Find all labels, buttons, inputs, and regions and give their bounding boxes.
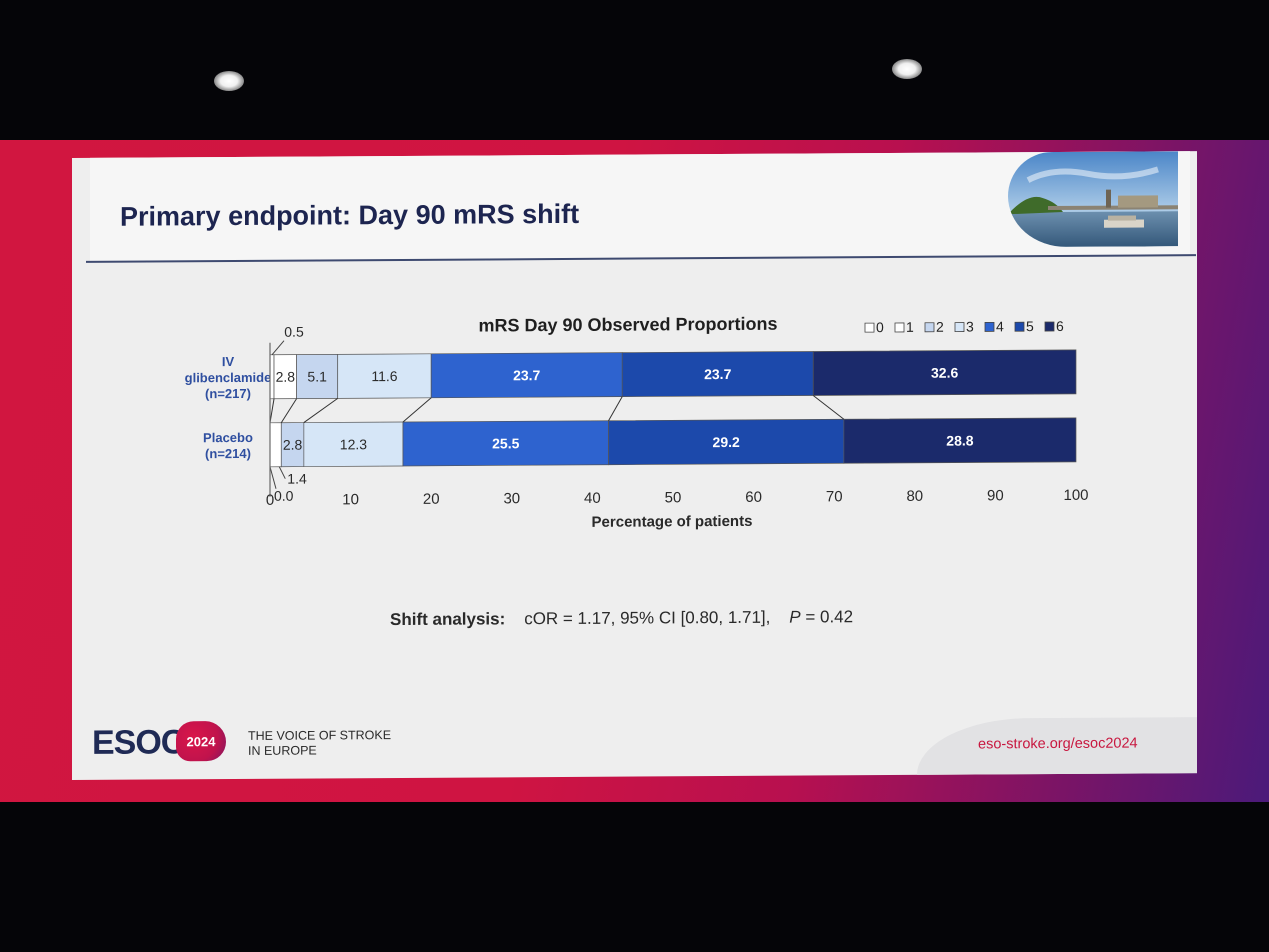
data-label-0-0: 0.5 [284, 324, 304, 340]
shift-analysis-label: Shift analysis: [390, 609, 506, 630]
legend-label-6: 6 [1056, 318, 1064, 334]
p-value-label: P [789, 607, 801, 627]
x-tick-70: 70 [826, 488, 843, 505]
connector-line-5 [812, 395, 845, 420]
legend-swatch-3 [954, 322, 965, 333]
p-value: = 0.42 [800, 607, 854, 627]
data-label-1-6: 28.8 [946, 432, 973, 448]
bar-1-segment-1 [269, 422, 282, 468]
data-label-0-2: 5.1 [307, 368, 327, 384]
bars-group [269, 349, 1077, 468]
city-river-photo [1008, 151, 1178, 248]
tagline: THE VOICE OF STROKE IN EUROPE [248, 728, 418, 759]
bar-0-segment-6 [812, 349, 1077, 396]
tagline-line-1: THE VOICE OF STROKE [248, 728, 392, 743]
legend-swatch-5 [1014, 321, 1025, 332]
legend-label-3: 3 [966, 318, 974, 334]
data-labels: 0.5 2.8 5.1 11.6 23.7 23.7 32.6 0.01.4 2.8 12.3 25… [269, 324, 974, 504]
data-label-1-0: 0.0 [274, 488, 294, 504]
category-label-0-line-0: IV [222, 354, 235, 369]
slide-footer: ESOC 2024 THE VOICE OF STROKE IN EUROPE … [72, 691, 1197, 780]
bar-0-segment-0 [269, 354, 275, 400]
legend-swatch-4 [984, 321, 995, 332]
x-tick-100: 100 [1063, 487, 1088, 504]
x-tick-0: 0 [266, 492, 274, 509]
category-label-1-line-1: (n=214) [205, 446, 251, 461]
data-label-0-5: 23.7 [704, 366, 731, 382]
shift-analysis-stats: cOR = 1.17, 95% CI [0.80, 1.71], [524, 607, 771, 629]
legend-label-5: 5 [1026, 318, 1034, 334]
data-label-1-1: 1.4 [287, 471, 307, 487]
x-tick-10: 10 [342, 491, 359, 508]
data-label-1-5: 29.2 [713, 434, 740, 450]
label-leader-7 [269, 466, 277, 489]
legend-swatch-0 [864, 322, 875, 333]
connector-line-4 [608, 396, 623, 421]
x-tick-50: 50 [665, 489, 682, 506]
label-leader-8 [278, 466, 286, 479]
x-axis-tick-labels: 0 10 20 30 40 50 60 70 80 90 100 [266, 487, 1089, 509]
legend-swatch-1 [894, 322, 905, 333]
chart-legend: 0 1 2 3 4 5 6 [864, 318, 1064, 335]
category-label-0-line-2: (n=217) [205, 386, 251, 401]
data-label-0-1: 2.8 [276, 369, 296, 385]
legend-label-1: 1 [906, 319, 914, 335]
data-label-0-3: 11.6 [371, 368, 397, 384]
x-tick-90: 90 [987, 487, 1004, 504]
ceiling-light-right [892, 59, 922, 79]
legend-swatch-6 [1044, 321, 1055, 332]
data-label-0-6: 32.6 [931, 365, 958, 381]
category-label-0-line-1: glibenclamide [185, 370, 272, 386]
tagline-line-2: IN EUROPE [248, 743, 317, 758]
connector-line-3 [402, 397, 432, 423]
shift-connector-lines [269, 395, 845, 423]
connector-line-1 [280, 398, 298, 423]
data-label-1-4: 25.5 [492, 435, 519, 451]
city-river-photo-art [1008, 151, 1178, 248]
x-tick-40: 40 [584, 490, 601, 507]
ceiling-light-left [214, 71, 244, 91]
connector-line-0 [269, 398, 275, 423]
legend-label-4: 4 [996, 318, 1004, 334]
legend-label-0: 0 [876, 319, 884, 335]
year-badge: 2024 [176, 721, 226, 762]
legend-label-2: 2 [936, 319, 944, 335]
x-tick-30: 30 [503, 490, 520, 507]
shift-analysis-line: Shift analysis: cOR = 1.17, 95% CI [0.80… [390, 607, 853, 630]
x-tick-20: 20 [423, 491, 440, 508]
legend-swatch-2 [924, 322, 935, 333]
data-label-0-4: 23.7 [513, 367, 540, 383]
esoc-logo: ESOC [92, 723, 185, 762]
x-tick-60: 60 [745, 489, 762, 506]
bar-1-segment-6 [843, 417, 1077, 464]
label-leader-0 [271, 340, 285, 356]
presentation-slide: Primary endpoint: Day 90 mRS shift [72, 151, 1197, 780]
data-label-1-2: 2.8 [283, 437, 303, 453]
footer-url: eso-stroke.org/esoc2024 [978, 735, 1138, 753]
x-axis-label: Percentage of patients [592, 513, 753, 531]
x-tick-80: 80 [906, 488, 923, 505]
chart-title: mRS Day 90 Observed Proportions [478, 314, 777, 336]
data-label-1-3: 12.3 [340, 436, 367, 452]
category-label-1-line-0: Placebo [203, 430, 253, 445]
connector-line-2 [303, 397, 338, 423]
